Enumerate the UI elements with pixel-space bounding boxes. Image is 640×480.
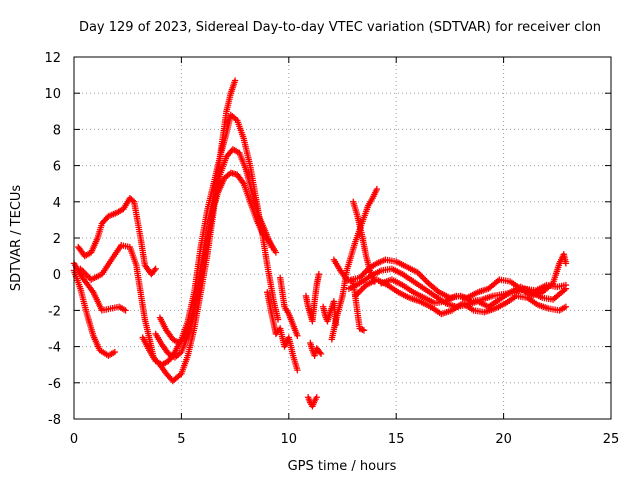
series-track-10 xyxy=(304,394,320,410)
data-point xyxy=(360,327,368,334)
y-tick-label: -8 xyxy=(48,413,61,428)
series-track-12 xyxy=(307,339,325,359)
x-tick-label: 25 xyxy=(603,432,620,447)
data-point xyxy=(231,77,239,84)
data-point xyxy=(419,273,426,281)
data-point xyxy=(272,249,280,256)
y-tick-label: 8 xyxy=(53,123,61,138)
data-point xyxy=(359,284,367,292)
data-point xyxy=(417,272,424,279)
series-track-2 xyxy=(70,267,119,359)
x-tick-label: 15 xyxy=(388,432,405,447)
data-point xyxy=(111,348,119,356)
data-point xyxy=(422,276,429,284)
x-axis-label: GPS time / hours xyxy=(288,459,397,474)
series-track-5 xyxy=(139,111,282,368)
x-tick-label: 20 xyxy=(495,432,512,447)
data-point xyxy=(562,260,570,267)
data-point xyxy=(294,366,301,374)
series-track-20 xyxy=(377,251,570,307)
data-point xyxy=(420,275,428,282)
data-point xyxy=(315,271,323,278)
data-point xyxy=(294,332,301,339)
data-point xyxy=(317,350,325,358)
y-tick-label: -2 xyxy=(48,304,61,319)
series-track-19 xyxy=(352,276,570,318)
y-tick-label: 12 xyxy=(44,51,61,66)
x-tick-label: 5 xyxy=(177,432,185,447)
series-track-3 xyxy=(75,194,159,278)
y-tick-label: 6 xyxy=(53,160,61,175)
x-tick-label: 0 xyxy=(70,432,78,447)
y-tick-label: -6 xyxy=(48,377,61,392)
y-tick-label: -4 xyxy=(48,341,61,356)
data-point xyxy=(122,307,129,314)
data-points xyxy=(70,77,570,410)
series-track-7 xyxy=(156,169,280,347)
series-track-14 xyxy=(328,185,381,343)
data-point xyxy=(316,349,324,356)
y-tick-label: 4 xyxy=(53,196,61,211)
data-point xyxy=(313,394,320,401)
data-point xyxy=(562,285,570,292)
data-point xyxy=(181,333,188,341)
data-point xyxy=(264,236,272,244)
data-point xyxy=(151,266,158,274)
y-tick-label: 2 xyxy=(53,232,61,247)
data-point xyxy=(356,288,364,295)
series-track-11 xyxy=(302,271,323,325)
x-tick-label: 10 xyxy=(281,432,298,447)
data-point xyxy=(152,265,159,272)
data-point xyxy=(176,371,184,379)
plot-frame xyxy=(73,56,612,420)
grid-lines xyxy=(74,57,611,419)
data-point xyxy=(373,185,381,193)
y-tick-label: 10 xyxy=(44,87,61,102)
series-track-18 xyxy=(345,265,570,310)
y-tick-label: 0 xyxy=(53,268,61,283)
series-track-6 xyxy=(152,146,275,361)
data-point xyxy=(129,197,136,204)
series-track-8 xyxy=(264,289,301,374)
series-track-9 xyxy=(277,274,301,339)
y-axis-label: SDTVAR / TECUs xyxy=(9,185,24,292)
chart-title: Day 129 of 2023, Sidereal Day-to-day VTE… xyxy=(79,20,601,35)
data-point xyxy=(358,286,365,293)
data-point xyxy=(562,303,570,310)
